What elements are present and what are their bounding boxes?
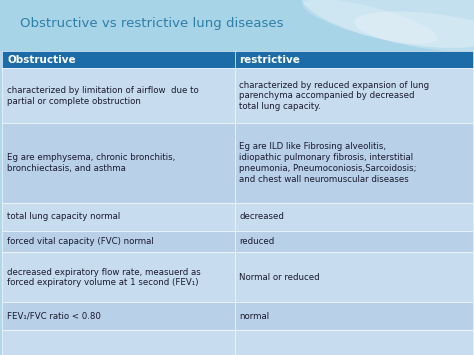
Text: Normal or reduced: Normal or reduced	[239, 273, 320, 282]
Text: characterized by reduced expansion of lung
parenchyma accompanied by decreased
t: characterized by reduced expansion of lu…	[239, 81, 429, 111]
Text: Obstructive vs restrictive lung diseases: Obstructive vs restrictive lung diseases	[20, 17, 283, 29]
Text: Eg are ILD like Fibrosing alveolitis,
idiopathic pulmonary fibrosis, interstitia: Eg are ILD like Fibrosing alveolitis, id…	[239, 142, 417, 184]
Bar	[235, 302, 473, 330]
Text: restrictive: restrictive	[239, 55, 300, 65]
Bar	[2, 252, 235, 302]
Bar	[2, 203, 235, 231]
Bar	[235, 252, 473, 302]
Ellipse shape	[302, 0, 437, 44]
Text: total lung capacity normal: total lung capacity normal	[7, 212, 120, 221]
Text: Obstructive: Obstructive	[7, 55, 76, 65]
Bar	[2, 330, 235, 355]
Bar	[235, 123, 473, 203]
Ellipse shape	[354, 11, 474, 53]
Text: decreased expiratory flow rate, measuerd as
forced expiratory volume at 1 second: decreased expiratory flow rate, measuerd…	[7, 268, 201, 287]
Ellipse shape	[299, 0, 474, 48]
Bar	[235, 203, 473, 231]
Text: normal: normal	[239, 312, 270, 321]
Bar	[235, 51, 473, 69]
Bar	[2, 302, 235, 330]
Bar	[235, 69, 473, 123]
Text: characterized by limitation of airflow  due to
partial or complete obstruction: characterized by limitation of airflow d…	[7, 86, 199, 106]
Text: Eg are emphysema, chronic bronchitis,
bronchiectasis, and asthma: Eg are emphysema, chronic bronchitis, br…	[7, 153, 175, 173]
Bar	[2, 123, 235, 203]
Bar	[0, 0, 474, 51]
Bar	[235, 330, 473, 355]
Text: decreased: decreased	[239, 212, 284, 221]
Text: FEV₁/FVC ratio < 0.80: FEV₁/FVC ratio < 0.80	[7, 312, 101, 321]
Text: reduced: reduced	[239, 237, 274, 246]
Bar	[2, 231, 235, 252]
Bar	[2, 51, 235, 69]
Text: forced vital capacity (FVC) normal: forced vital capacity (FVC) normal	[7, 237, 154, 246]
Bar	[2, 69, 235, 123]
Bar	[235, 231, 473, 252]
